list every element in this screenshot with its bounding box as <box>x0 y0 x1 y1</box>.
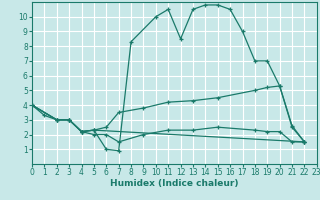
X-axis label: Humidex (Indice chaleur): Humidex (Indice chaleur) <box>110 179 239 188</box>
